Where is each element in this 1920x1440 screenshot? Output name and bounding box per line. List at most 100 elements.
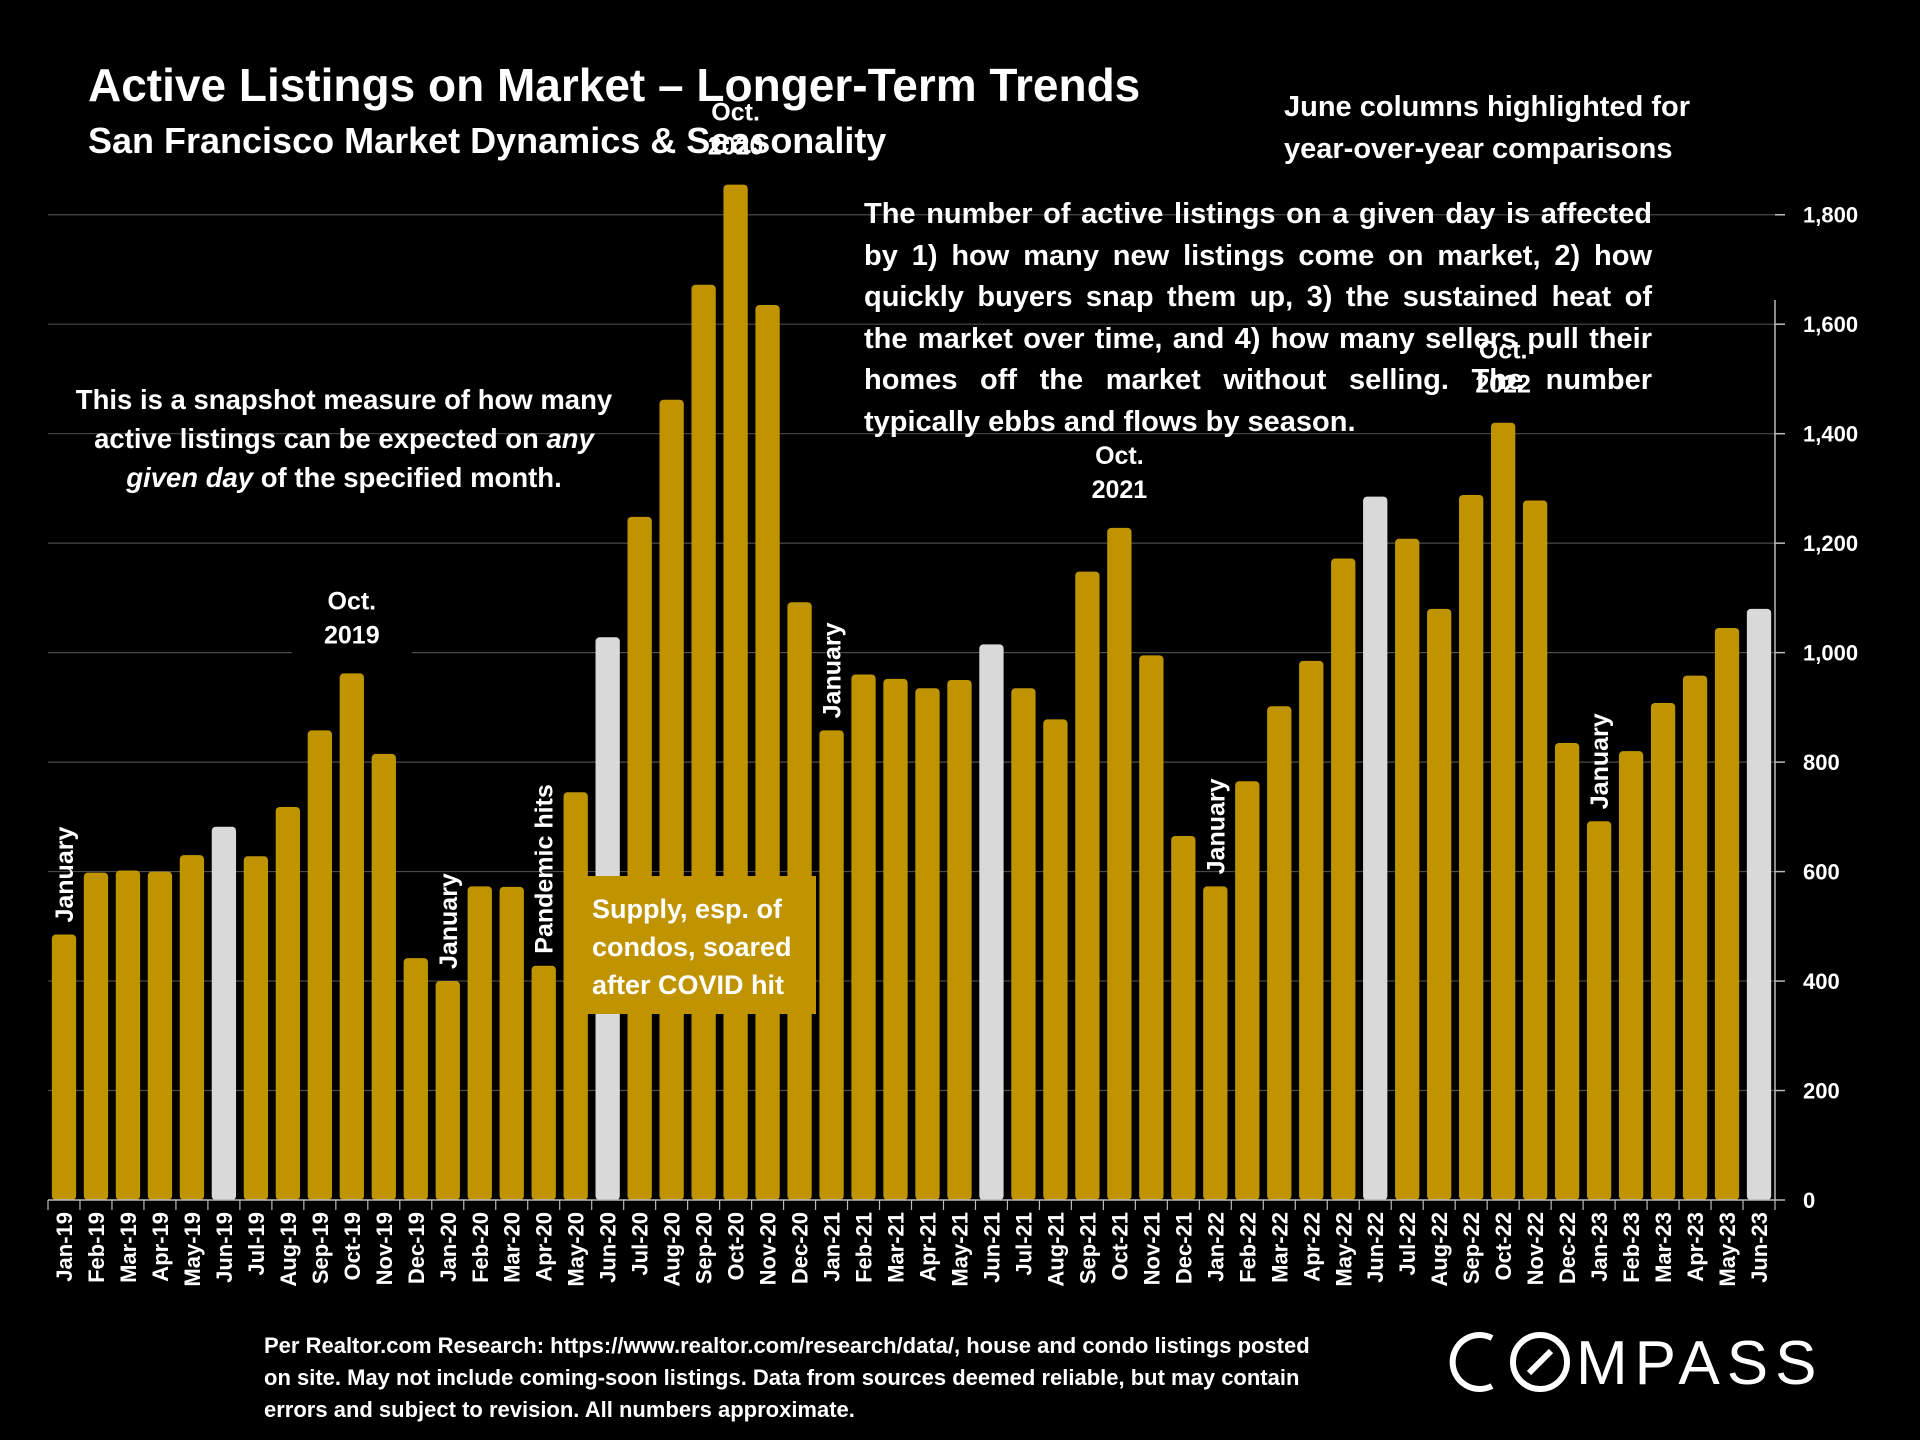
x-tick-label: Mar-23 bbox=[1651, 1212, 1676, 1283]
y-tick-label: 1,200 bbox=[1803, 531, 1858, 556]
x-tick-label: Jun-22 bbox=[1363, 1212, 1388, 1283]
bar-apr-19 bbox=[147, 871, 173, 1200]
x-tick-label: Aug-20 bbox=[660, 1212, 685, 1287]
bar-oct-20 bbox=[723, 184, 748, 1200]
annotation-label: January bbox=[1586, 713, 1614, 809]
annotation-backdrop bbox=[675, 92, 796, 171]
y-tick-label: 600 bbox=[1803, 860, 1840, 885]
x-tick-label: Oct-22 bbox=[1491, 1212, 1516, 1280]
snapshot-emphasis: any given day bbox=[126, 423, 594, 493]
annotations: January January Pandemic hits January Januar… bbox=[51, 92, 1614, 969]
x-tick-label: Jan-23 bbox=[1587, 1212, 1612, 1282]
annotation-backdrop bbox=[1443, 330, 1564, 409]
bar-nov-20 bbox=[755, 305, 780, 1201]
bar-mar-22 bbox=[1267, 706, 1292, 1200]
y-tick-label: 200 bbox=[1803, 1079, 1840, 1104]
bar-dec-19 bbox=[403, 958, 428, 1200]
bar-mar-20 bbox=[499, 886, 524, 1200]
bar-jul-19 bbox=[243, 856, 269, 1200]
annotation-label: Oct. bbox=[1095, 442, 1144, 470]
y-tick-label: 800 bbox=[1803, 750, 1840, 775]
x-tick-label: Feb-19 bbox=[84, 1212, 109, 1283]
bar-jun-22 bbox=[1363, 496, 1388, 1200]
y-tick-label: 400 bbox=[1803, 969, 1840, 994]
x-tick-label: May-23 bbox=[1715, 1212, 1740, 1287]
x-tick-label: Apr-19 bbox=[148, 1212, 173, 1282]
bar-jan-22 bbox=[1203, 886, 1228, 1200]
covid-callout-box: Supply, esp. of condos, soared after COV… bbox=[578, 876, 816, 1014]
bar-may-22 bbox=[1331, 558, 1356, 1200]
bar-jul-22 bbox=[1395, 538, 1420, 1200]
x-tick-label: May-22 bbox=[1331, 1212, 1356, 1287]
bar-feb-23 bbox=[1618, 751, 1644, 1200]
x-tick-label: Apr-22 bbox=[1299, 1212, 1324, 1282]
x-tick-label: Nov-19 bbox=[372, 1212, 397, 1285]
x-tick-label: May-19 bbox=[180, 1212, 205, 1287]
bar-aug-19 bbox=[275, 806, 301, 1200]
bar-sep-20 bbox=[691, 284, 716, 1200]
y-tick-label: 1,000 bbox=[1803, 641, 1858, 666]
annotation-backdrop bbox=[1059, 435, 1180, 514]
source-footnote: Per Realtor.com Research: https://www.re… bbox=[264, 1333, 1310, 1422]
annotation-label: 2022 bbox=[1475, 371, 1531, 399]
x-tick-label: Jan-22 bbox=[1203, 1212, 1228, 1282]
x-tick-label: Nov-20 bbox=[756, 1212, 781, 1285]
logo-c bbox=[1449, 1332, 1494, 1392]
bar-sep-19 bbox=[307, 730, 332, 1200]
annotation-label: Oct. bbox=[1479, 337, 1528, 365]
x-tick-label: Oct-21 bbox=[1107, 1212, 1132, 1280]
annotation-label: Pandemic hits bbox=[531, 784, 559, 954]
x-tick-label: Mar-21 bbox=[884, 1212, 909, 1283]
bar-jul-21 bbox=[1011, 688, 1036, 1200]
annotation-label: Oct. bbox=[711, 99, 760, 127]
chart-title: Active Listings on Market – Longer-Term … bbox=[88, 59, 1141, 111]
x-tick-label: Apr-23 bbox=[1683, 1212, 1708, 1282]
annotation-backdrop bbox=[291, 581, 412, 660]
june-highlight-note: June columns highlighted for year-over-y… bbox=[1284, 91, 1690, 165]
bar-jan-20 bbox=[435, 981, 460, 1200]
annotation-label: January bbox=[1202, 778, 1230, 874]
x-tick-label: Aug-21 bbox=[1043, 1212, 1068, 1287]
logo-compass-o bbox=[1510, 1332, 1570, 1392]
bar-jun-21 bbox=[979, 644, 1004, 1200]
annotation-label: January bbox=[51, 827, 79, 923]
bar-may-19 bbox=[179, 855, 205, 1200]
x-tick-label: Nov-22 bbox=[1523, 1212, 1548, 1285]
x-tick-label: Mar-22 bbox=[1267, 1212, 1292, 1283]
annotation-label: 2020 bbox=[708, 133, 764, 161]
x-tick-label: Feb-21 bbox=[852, 1212, 877, 1283]
snapshot-text-1: This is a snapshot measure of how many a… bbox=[75, 384, 613, 454]
chart-subtitle: San Francisco Market Dynamics & Seasonal… bbox=[88, 120, 887, 161]
compass-logo: MPASS bbox=[1449, 1329, 1823, 1398]
snapshot-note: This is a snapshot measure of how many a… bbox=[70, 380, 618, 497]
bar-feb-20 bbox=[467, 886, 492, 1200]
x-tick-label: Dec-20 bbox=[788, 1212, 813, 1284]
x-tick-label: Mar-19 bbox=[116, 1212, 141, 1283]
logo-text: MPASS bbox=[1576, 1329, 1823, 1398]
bar-aug-20 bbox=[659, 399, 684, 1200]
logo-compass-needle bbox=[1526, 1348, 1554, 1376]
x-tick-label: Jul-19 bbox=[244, 1212, 269, 1276]
bar-mar-19 bbox=[115, 870, 141, 1200]
bar-jan-21 bbox=[819, 730, 844, 1200]
x-tick-label: Jun-19 bbox=[212, 1212, 237, 1283]
x-tick-label: Jan-20 bbox=[436, 1212, 461, 1282]
bar-dec-22 bbox=[1554, 742, 1580, 1200]
x-tick-label: Oct-20 bbox=[724, 1212, 749, 1280]
x-tick-label: Jul-22 bbox=[1395, 1212, 1420, 1276]
x-tick-label: Jul-21 bbox=[1011, 1212, 1036, 1276]
explanation-text: The number of active listings on a given… bbox=[864, 198, 1652, 438]
bar-apr-21 bbox=[915, 688, 940, 1200]
bar-aug-22 bbox=[1427, 608, 1452, 1200]
x-tick-label: Nov-21 bbox=[1139, 1212, 1164, 1285]
x-tick-label: Dec-22 bbox=[1555, 1212, 1580, 1284]
bar-feb-19 bbox=[83, 872, 109, 1200]
bar-apr-22 bbox=[1299, 660, 1324, 1200]
bar-feb-22 bbox=[1235, 781, 1260, 1200]
x-tick-label: May-20 bbox=[564, 1212, 589, 1287]
annotation-label: 2019 bbox=[324, 621, 380, 649]
bar-nov-19 bbox=[371, 753, 396, 1200]
bar-jun-23 bbox=[1746, 608, 1772, 1200]
bar-may-23 bbox=[1714, 628, 1740, 1200]
